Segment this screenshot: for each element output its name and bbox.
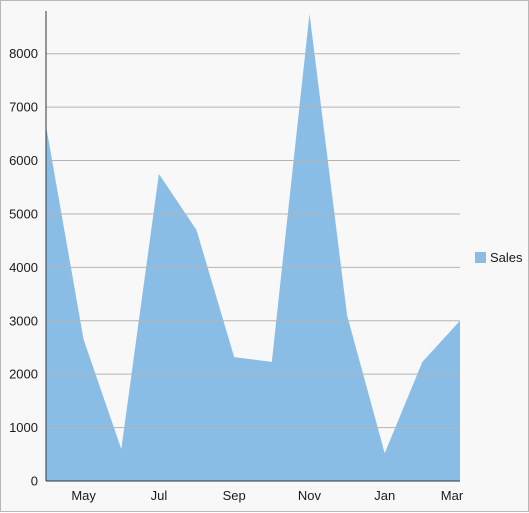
y-tick-label-1000: 1000 [9,420,38,435]
y-tick-label-2000: 2000 [9,367,38,382]
y-tick-label-4000: 4000 [9,260,38,275]
x-tick-label-mar: Mar [441,488,464,503]
legend: Sales [475,250,523,265]
y-tick-label-0: 0 [31,474,38,489]
x-tick-label-may: May [71,488,96,503]
legend-label-sales: Sales [490,250,523,265]
y-tick-label-8000: 8000 [9,46,38,61]
x-tick-label-jan: Jan [374,488,395,503]
y-tick-label-5000: 5000 [9,206,38,221]
y-tick-label-3000: 3000 [9,313,38,328]
y-tick-label-6000: 6000 [9,153,38,168]
legend-swatch-sales [475,252,486,263]
series-area-sales [46,13,460,481]
x-tick-label-nov: Nov [298,488,322,503]
x-tick-label-sep: Sep [223,488,246,503]
x-tick-label-jul: Jul [151,488,168,503]
y-tick-label-7000: 7000 [9,100,38,115]
